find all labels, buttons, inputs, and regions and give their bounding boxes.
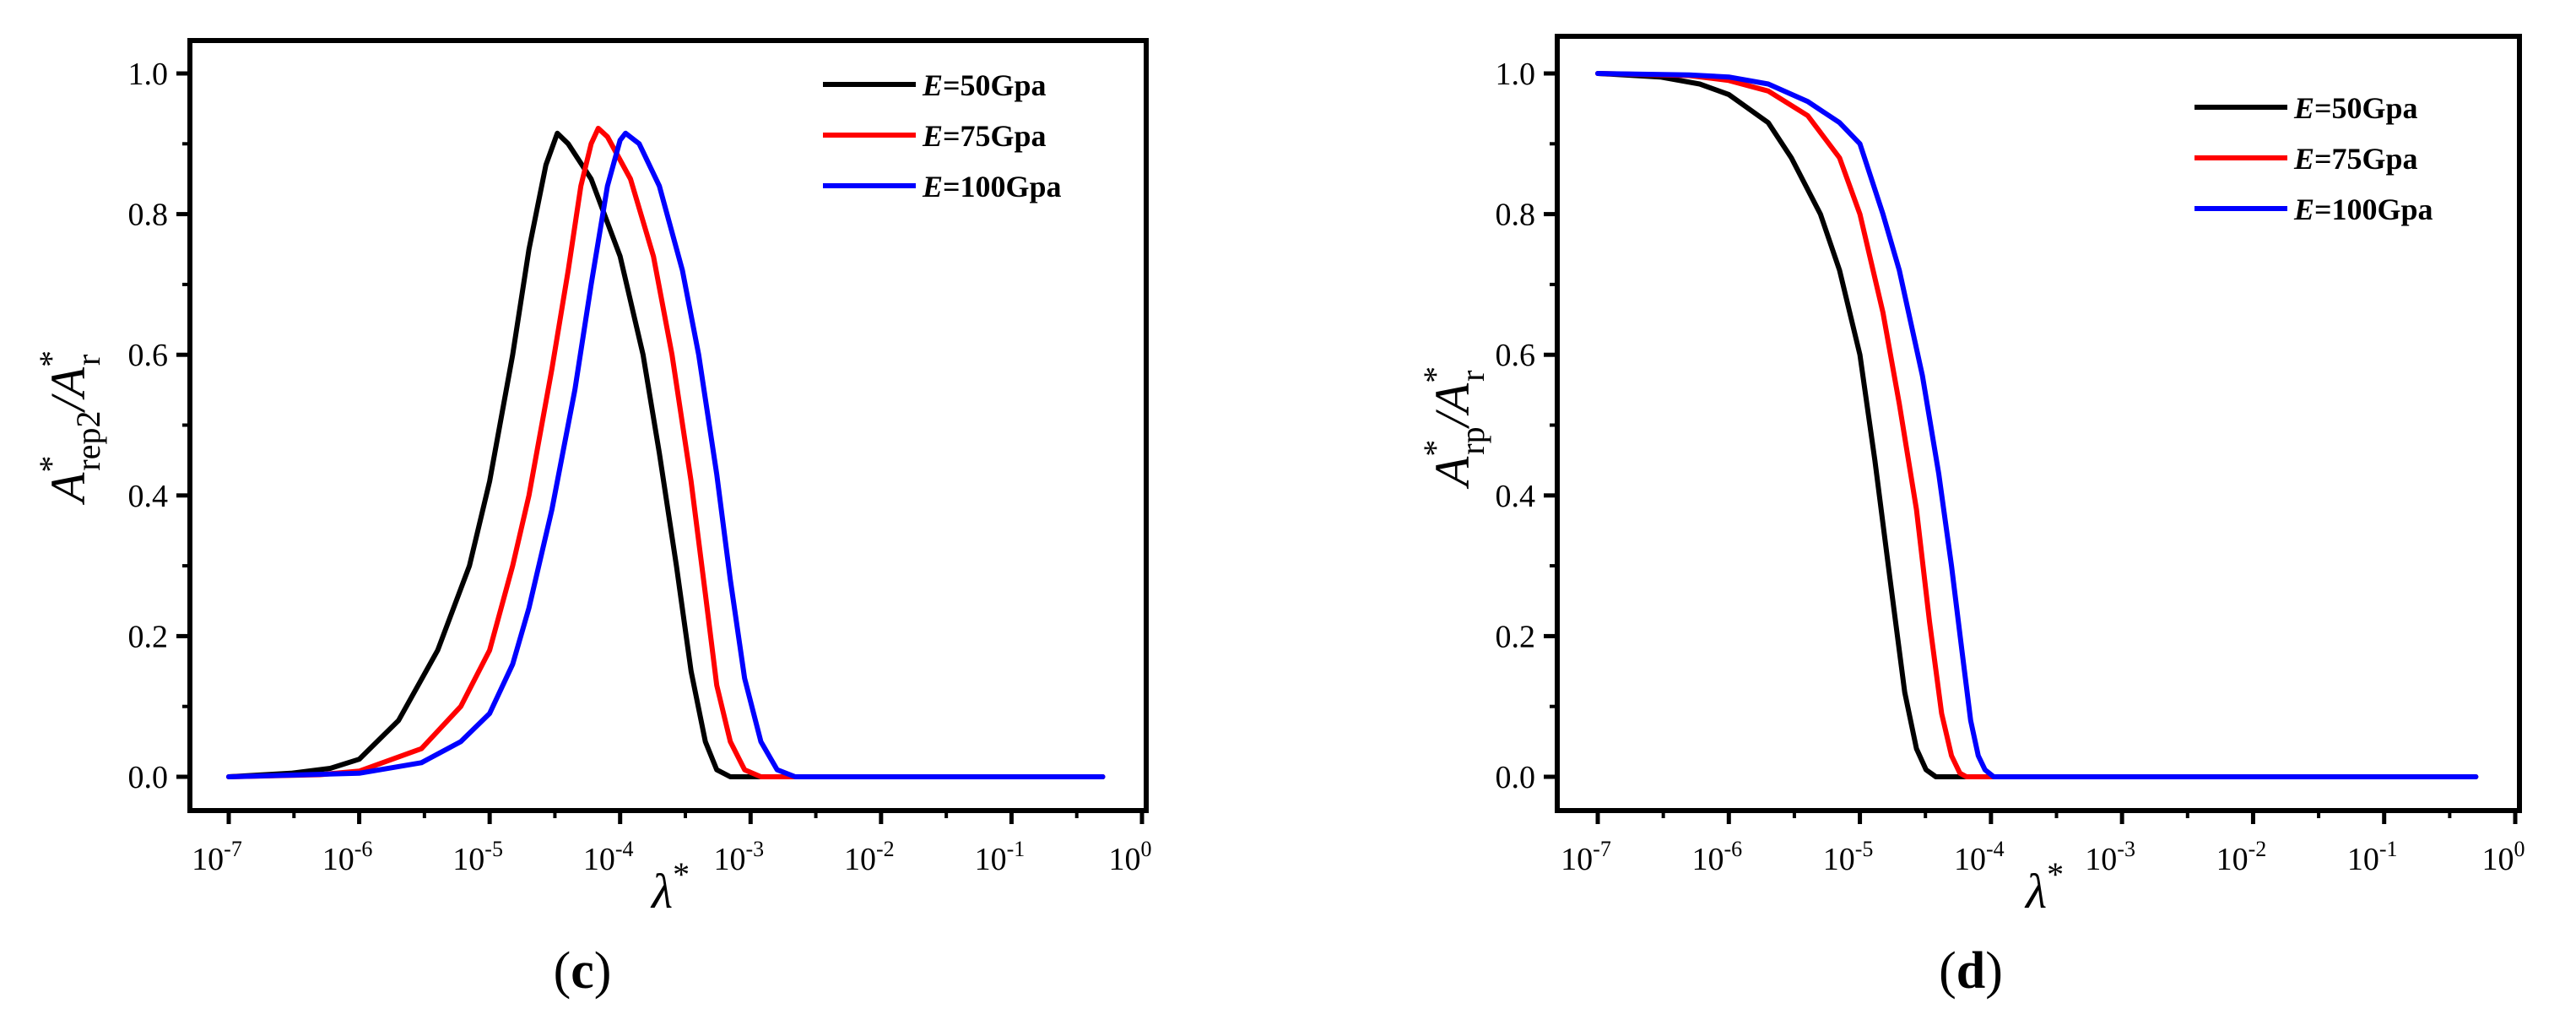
x-tick-label: 10-5: [1823, 837, 1874, 877]
x-tick-label: 10-7: [192, 837, 242, 877]
x-tick-label: 10-3: [713, 837, 764, 877]
panel-d-ticks: 10-7 10-6 10-5 10-4 10-3 10-2 10-1 100 0.0 0.2 0.4…: [1496, 57, 2525, 877]
x-tick-label: 10-2: [844, 837, 895, 877]
series-line-e-50gpa: [1595, 71, 2479, 779]
legend-label-e75: E=75Gpa: [922, 119, 1047, 153]
x-tick-label: 10-7: [1561, 837, 1611, 877]
x-tick-label: 10-4: [583, 837, 634, 877]
x-tick-label: 10-3: [2085, 837, 2135, 877]
legend-label-e100: E=100Gpa: [2293, 193, 2433, 226]
legend-label-e50: E=50Gpa: [922, 68, 1047, 102]
series-line-e-75gpa: [1595, 71, 2479, 779]
panel-d-data-lines: [1595, 71, 2479, 779]
x-tick-label: 10-2: [2216, 837, 2267, 877]
x-tick-label: 10-4: [1954, 837, 2005, 877]
chart-panel-d: 10-7 10-6 10-5 10-4 10-3 10-2 10-1 100 0.0 0.2 0.4…: [1416, 34, 2525, 1000]
panel-c-ticks: 10-7 10-6 10-5 10-4 10-3 10-2 10-1 100 0.0 0.2 0.4…: [128, 57, 1152, 877]
panel-c-label: (c): [554, 942, 612, 1000]
y-tick-label: 0.8: [1496, 198, 1536, 233]
series-line-e-100gpa: [1595, 71, 2479, 779]
series-line-e-50gpa: [226, 130, 1106, 779]
x-tick-label: 10-5: [452, 837, 503, 877]
panel-c-x-axis-title: λ*: [650, 855, 690, 919]
panel-d-x-axis-title: λ*: [2024, 855, 2064, 919]
x-tick-label: 10-6: [322, 837, 373, 877]
legend-label-e50: E=50Gpa: [2293, 91, 2418, 125]
panel-c-legend: E=50Gpa E=75Gpa E=100Gpa: [823, 68, 1062, 203]
y-tick-label: 1.0: [1496, 57, 1536, 92]
y-tick-label: 0.6: [128, 338, 169, 373]
y-tick-label: 1.0: [128, 57, 169, 92]
panel-d-plot-frame: [1555, 34, 2522, 813]
y-tick-label: 0.0: [128, 760, 169, 795]
chart-panel-c: 10-7 10-6 10-5 10-4 10-3 10-2 10-1 100 0.0 0.2 0.4…: [32, 38, 1152, 1000]
legend-label-e100: E=100Gpa: [922, 170, 1062, 203]
x-tick-label: 100: [1109, 837, 1152, 877]
x-tick-label: 100: [2482, 837, 2525, 877]
panel-d-label: (d): [1939, 942, 2003, 1000]
y-tick-label: 0.2: [1496, 619, 1536, 654]
y-tick-label: 0.6: [1496, 338, 1536, 373]
panel-c-y-axis-title: A*rep2/A*r: [32, 350, 107, 506]
panel-d-y-axis-title: A*rp/A*r: [1416, 366, 1491, 490]
legend-label-e75: E=75Gpa: [2293, 142, 2418, 176]
panel-c-data-lines: [226, 126, 1106, 779]
series-line-e-75gpa: [226, 126, 1106, 779]
y-tick-label: 0.2: [128, 619, 169, 654]
panel-d-legend: E=50Gpa E=75Gpa E=100Gpa: [2194, 91, 2433, 226]
y-tick-label: 0.4: [1496, 479, 1536, 514]
panel-c-plot-frame: [187, 38, 1149, 813]
series-line-e-100gpa: [226, 130, 1106, 779]
y-tick-label: 0.8: [128, 198, 169, 233]
x-tick-label: 10-1: [975, 837, 1026, 877]
y-tick-label: 0.0: [1496, 760, 1536, 795]
x-tick-label: 10-1: [2347, 837, 2398, 877]
y-tick-label: 0.4: [128, 479, 169, 514]
x-tick-label: 10-6: [1691, 837, 1742, 877]
